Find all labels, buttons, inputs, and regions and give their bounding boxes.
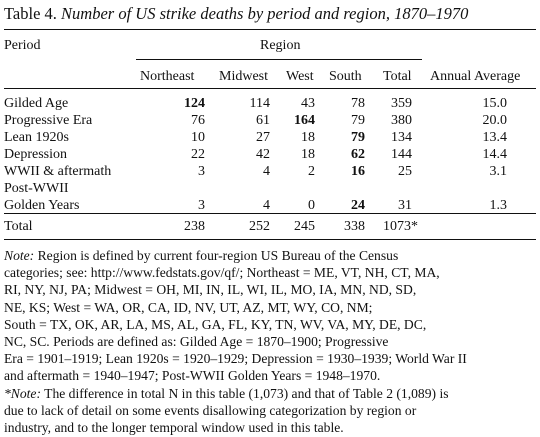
table-cell: 76 — [191, 113, 205, 128]
table-cell: 79 — [351, 113, 365, 128]
star-note-line: due to lack of detail on some events dis… — [4, 402, 417, 418]
column-header: Midwest — [219, 69, 268, 84]
table-cell: 62 — [351, 147, 365, 162]
note-line: and aftermath = 1940–1947; Post-WWII Gol… — [4, 368, 381, 384]
star-note-line: industry, and to the longer temporal win… — [4, 420, 344, 436]
table-cell: 16 — [351, 164, 365, 179]
total-cell: 252 — [249, 219, 270, 234]
table-cell: 4 — [263, 198, 270, 213]
region-header: Region — [260, 38, 301, 53]
table-cell: 134 — [391, 130, 412, 145]
column-header: Annual Average — [430, 69, 521, 84]
table-cell: 3.1 — [489, 164, 508, 179]
bottom-rule — [4, 239, 536, 240]
table-cell: 144 — [391, 147, 412, 162]
table-cell: 79 — [351, 130, 365, 145]
total-rule — [4, 213, 536, 214]
table-cell: 22 — [191, 147, 205, 162]
star-note-line: *Note: The difference in total N in this… — [4, 385, 536, 402]
table-cell: 3 — [198, 198, 205, 213]
period-header: Period — [4, 38, 41, 53]
table-cell: 0 — [308, 198, 315, 213]
total-cell: 338 — [344, 219, 365, 234]
total-cell: 1073* — [383, 219, 418, 234]
table-cell: 114 — [249, 96, 270, 111]
column-header: South — [329, 69, 362, 84]
note-text: Region is defined by current four-region… — [34, 248, 399, 263]
total-label: Total — [4, 219, 33, 234]
total-cell: 245 — [294, 219, 315, 234]
table-cell: 31 — [398, 198, 412, 213]
table-cell: 15.0 — [482, 96, 508, 111]
table-cell: 24 — [351, 198, 365, 213]
star-note-text: The difference in total N in this table … — [41, 385, 449, 401]
table-cell: 2 — [308, 164, 315, 179]
caption-label: Table 4. — [4, 4, 57, 23]
table-cell: 14.4 — [482, 147, 508, 162]
table-cell: 78 — [351, 96, 365, 111]
note-label: Note: — [4, 248, 35, 263]
row-period: Post-WWII — [4, 181, 69, 196]
row-period: Lean 1920s — [4, 130, 69, 145]
table-cell: 4 — [263, 164, 270, 179]
note-line: NC, SC. Periods are defined as: Gilded A… — [4, 334, 389, 350]
table-cell: 10 — [191, 130, 205, 145]
note-line: Era = 1901–1919; Lean 1920s = 1920–1929;… — [4, 351, 467, 367]
table-cell: 18 — [301, 130, 315, 145]
row-period: Progressive Era — [4, 113, 93, 128]
table-notes: Note: Region is defined by current four-… — [4, 247, 536, 436]
row-period: Golden Years — [4, 198, 80, 213]
header-rule — [4, 88, 536, 89]
column-header: Northeast — [140, 69, 195, 84]
table-cell: 380 — [391, 113, 412, 128]
total-cell: 238 — [184, 219, 205, 234]
note-line: Note: Region is defined by current four-… — [4, 247, 536, 264]
table-cell: 13.4 — [482, 130, 508, 145]
column-header: Total — [383, 69, 412, 84]
column-header: West — [286, 69, 314, 84]
row-period: Depression — [4, 147, 67, 162]
top-rule — [4, 29, 536, 30]
table-cell: 164 — [294, 113, 315, 128]
star-note-label: *Note: — [4, 385, 41, 401]
table-caption: Table 4. Number of US strike deaths by p… — [4, 3, 536, 25]
table-cell: 43 — [301, 96, 315, 111]
table-cell: 20.0 — [482, 113, 508, 128]
region-rule — [136, 59, 422, 60]
table-cell: 27 — [256, 130, 270, 145]
row-period: WWII & aftermath — [4, 164, 112, 179]
note-line: South = TX, OK, AR, LA, MS, AL, GA, FL, … — [4, 316, 427, 332]
table-cell: 18 — [301, 147, 315, 162]
note-line: RI, NY, NJ, PA; Midwest = OH, MI, IN, IL… — [4, 282, 417, 298]
table-cell: 3 — [198, 164, 205, 179]
table-cell: 1.3 — [489, 198, 508, 213]
table-cell: 61 — [256, 113, 270, 128]
note-line: categories; see: http://www.fedstats.gov… — [4, 265, 440, 281]
note-line: NE, KS; West = WA, OR, CA, ID, NV, UT, A… — [4, 299, 373, 315]
table-cell: 124 — [184, 96, 205, 111]
table-cell: 25 — [398, 164, 412, 179]
caption-title: Number of US strike deaths by period and… — [61, 4, 469, 23]
table-cell: 359 — [391, 96, 412, 111]
row-period: Gilded Age — [4, 96, 69, 111]
table-cell: 42 — [256, 147, 270, 162]
